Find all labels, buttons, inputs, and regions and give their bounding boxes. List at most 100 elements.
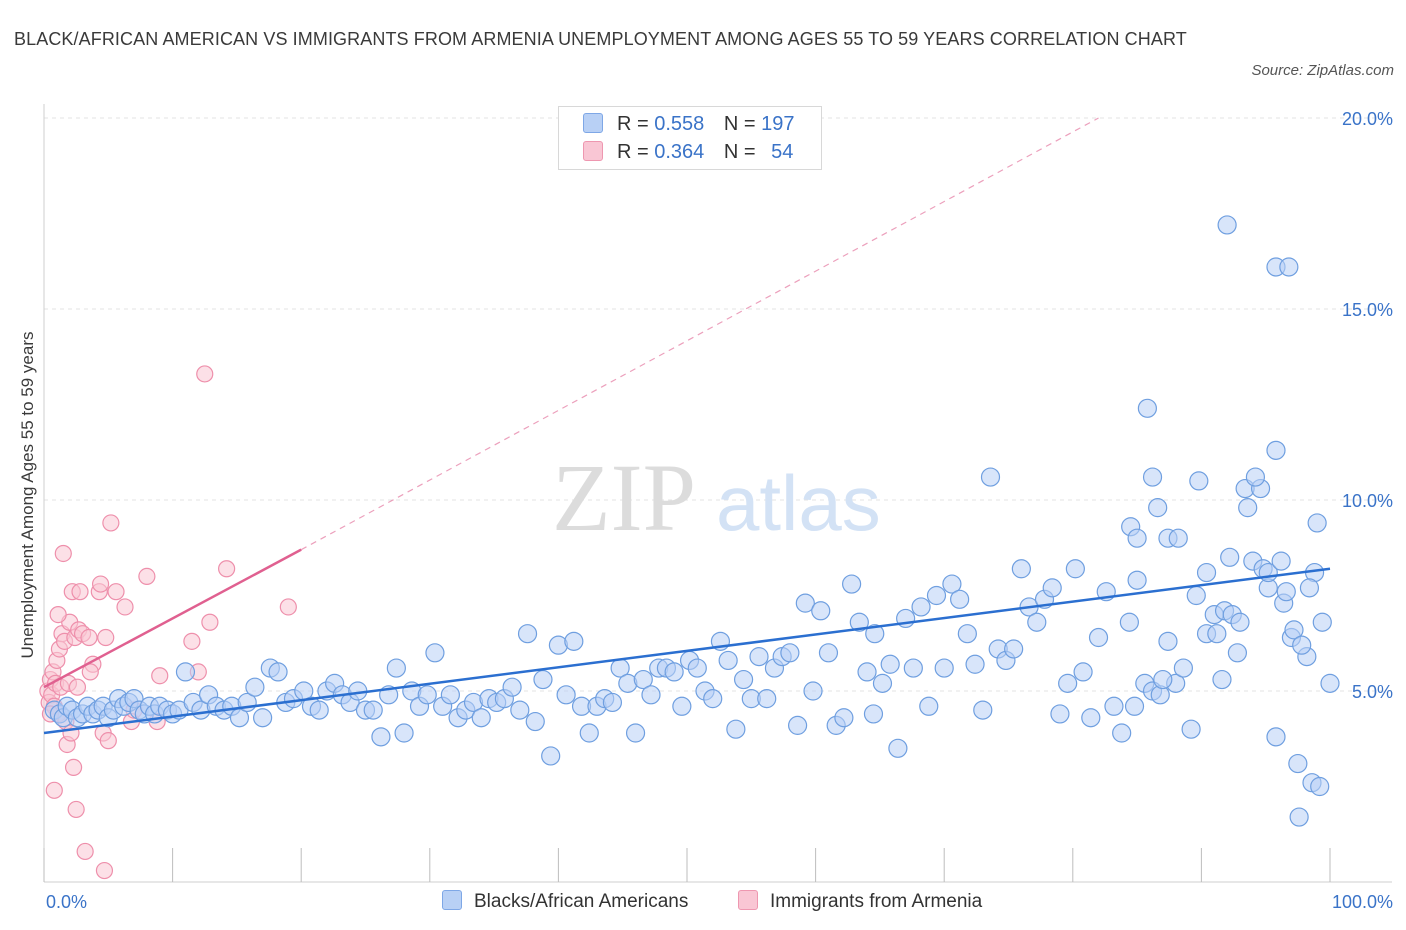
trend-line-blacks <box>43 567 1331 735</box>
data-point-black <box>1104 696 1124 716</box>
data-point-black <box>502 677 522 697</box>
data-point-black <box>1266 727 1286 747</box>
data-point-black <box>780 643 800 663</box>
data-point-armenia <box>107 583 125 601</box>
r-label: R = <box>617 141 649 163</box>
data-point-black <box>926 585 947 606</box>
data-point-black <box>726 719 746 739</box>
data-point-armenia <box>91 575 110 593</box>
data-point-black <box>919 696 939 716</box>
data-point-black <box>1312 612 1332 632</box>
data-point-black <box>950 589 970 609</box>
correlation-legend: R = 0.558 N = 197 R = 0.364 N = 54 <box>558 106 822 170</box>
data-point-black <box>579 723 599 743</box>
data-point-black <box>1168 528 1188 548</box>
data-point-armenia <box>95 861 114 880</box>
data-point-black <box>980 467 1001 487</box>
data-point-black <box>1073 662 1093 682</box>
data-point-black <box>818 643 839 663</box>
data-point-black <box>394 723 414 743</box>
data-point-black <box>1212 669 1232 690</box>
data-point-black <box>1186 585 1206 606</box>
data-point-black <box>803 681 823 701</box>
n-value: 54 <box>771 141 794 163</box>
r-value: 0.558 <box>654 113 705 135</box>
y-tick-label: 15.0% <box>1342 300 1393 320</box>
data-point-black <box>1245 467 1266 487</box>
data-point-black <box>1238 498 1258 518</box>
y-tick-label: 10.0% <box>1342 491 1393 511</box>
data-point-armenia <box>196 365 214 383</box>
data-point-armenia <box>67 800 85 819</box>
data-point-black <box>718 650 738 671</box>
data-point-armenia <box>183 632 201 650</box>
data-point-black <box>1124 696 1145 716</box>
x-tick-label: 0.0% <box>46 892 87 912</box>
legend-item-blacks: Blacks/African Americans <box>442 888 688 916</box>
data-point-black <box>872 673 893 693</box>
data-point-black <box>1004 639 1024 659</box>
data-point-armenia <box>102 514 120 532</box>
data-point-black <box>1081 708 1101 728</box>
data-point-black <box>175 662 196 682</box>
data-point-black <box>541 746 561 766</box>
chart-title: BLACK/AFRICAN AMERICAN VS IMMIGRANTS FRO… <box>14 29 1187 49</box>
data-point-black <box>253 708 273 728</box>
source-label: Source: ZipAtlas.com <box>1251 62 1394 79</box>
data-point-black <box>1042 578 1062 598</box>
n-label: N = <box>723 141 756 163</box>
n-value: 197 <box>761 113 795 135</box>
r-label: R = <box>617 113 649 135</box>
axes <box>43 104 1392 883</box>
data-point-black <box>1088 627 1109 648</box>
data-point-black <box>834 708 854 728</box>
data-point-black <box>1292 635 1312 655</box>
data-point-black <box>1189 471 1209 491</box>
data-point-black <box>363 700 383 720</box>
data-point-black <box>1027 612 1047 632</box>
data-point-black <box>1148 498 1168 518</box>
legend-item-armenia: Immigrants from Armenia <box>738 888 982 916</box>
data-point-black <box>733 669 754 690</box>
data-point-armenia <box>45 781 63 799</box>
data-point-black <box>1050 704 1070 724</box>
watermark-atlas: atlas <box>716 459 881 547</box>
data-point-black <box>1196 562 1217 583</box>
data-point-black <box>1288 753 1308 774</box>
data-point-black <box>1142 467 1163 487</box>
data-point-black <box>903 658 923 678</box>
y-tick-label: 20.0% <box>1342 109 1393 129</box>
data-point-black <box>795 593 815 613</box>
data-point-black <box>1271 551 1291 571</box>
data-point-armenia <box>54 544 72 563</box>
data-point-black <box>842 574 862 594</box>
data-point-black <box>371 727 391 747</box>
data-point-armenia <box>62 724 80 742</box>
data-point-black <box>625 723 646 743</box>
data-point-black <box>703 689 723 709</box>
data-point-black <box>633 669 653 690</box>
data-point-black <box>811 601 831 621</box>
data-point-black <box>687 658 707 678</box>
data-point-black <box>1220 547 1240 567</box>
data-point-black <box>1158 631 1178 651</box>
data-point-black <box>1181 719 1201 739</box>
data-point-black <box>533 669 553 690</box>
data-point-black <box>1279 257 1299 277</box>
data-point-black <box>1058 673 1078 693</box>
data-point-black <box>973 700 993 720</box>
data-point-armenia <box>99 732 117 750</box>
data-point-black <box>1227 643 1248 663</box>
data-point-black <box>517 624 538 644</box>
data-point-black <box>934 658 954 678</box>
data-point-black <box>471 708 491 728</box>
data-point-black <box>1230 612 1250 632</box>
n-label: N = <box>723 113 756 135</box>
data-point-black <box>1207 624 1227 644</box>
data-point-black <box>510 700 530 720</box>
data-point-black <box>417 685 437 705</box>
data-point-black <box>1153 669 1173 690</box>
data-point-armenia <box>151 667 169 685</box>
series-legend: Blacks/African Americans Immigrants from… <box>0 888 1406 916</box>
data-point-black <box>602 692 623 713</box>
